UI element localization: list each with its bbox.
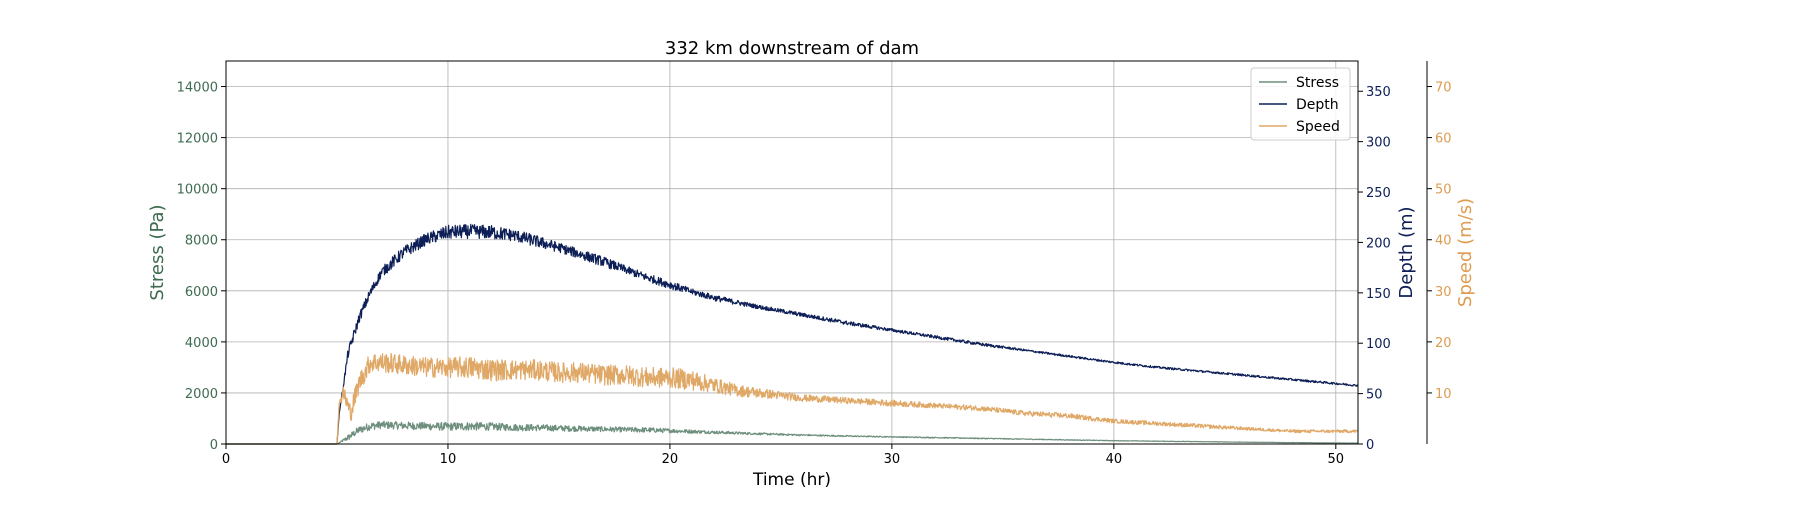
chart-title: 332 km downstream of dam <box>665 38 919 59</box>
legend-label-stress: Stress <box>1296 75 1339 91</box>
legend-label-speed: Speed <box>1296 119 1340 135</box>
stress-tick-label: 12000 <box>177 132 218 147</box>
speed-tick-label: 70 <box>1435 81 1452 96</box>
x-tick-label: 10 <box>440 452 457 467</box>
legend-label-depth: Depth <box>1296 97 1339 113</box>
speed-axis-label: Speed (m/s) <box>1455 198 1476 307</box>
stress-tick-label: 8000 <box>185 234 218 249</box>
depth-tick-label: 300 <box>1366 136 1391 151</box>
stress-tick-label: 2000 <box>185 387 218 402</box>
stress-tick-label: 4000 <box>185 336 218 351</box>
x-axis-label: Time (hr) <box>752 470 831 490</box>
plot-frame <box>225 60 1359 445</box>
stress-tick-label: 6000 <box>185 285 218 300</box>
x-tick-label: 40 <box>1106 452 1123 467</box>
series-line-speed <box>225 352 1359 445</box>
x-tick-label: 50 <box>1328 452 1345 467</box>
x-tick-label: 0 <box>222 452 230 467</box>
x-tick-label: 20 <box>662 452 679 467</box>
series-group <box>225 223 1359 445</box>
axes: 0 10 20 30 40 5002000400060008000100001200014… <box>147 61 1476 467</box>
speed-tick-label: 20 <box>1435 336 1452 351</box>
speed-tick-label: 30 <box>1435 285 1452 300</box>
speed-tick-label: 40 <box>1435 234 1452 249</box>
legend-box <box>1250 67 1351 141</box>
speed-tick-label: 50 <box>1435 183 1452 198</box>
legend: Stress Depth Speed <box>1250 67 1351 141</box>
stress-axis-label: Stress (Pa) <box>147 204 168 300</box>
depth-tick-label: 100 <box>1366 337 1391 352</box>
depth-tick-label: 150 <box>1366 287 1391 302</box>
depth-tick-label: 250 <box>1366 186 1391 201</box>
depth-tick-label: 0 <box>1366 438 1374 453</box>
stress-tick-label: 10000 <box>177 183 218 198</box>
speed-tick-label: 10 <box>1435 387 1452 402</box>
grid <box>225 61 1358 445</box>
series-line-depth <box>225 223 1359 445</box>
stress-tick-label: 14000 <box>177 81 218 96</box>
series-line-stress <box>225 420 1359 445</box>
stress-tick-label: 0 <box>210 438 218 453</box>
x-tick-label: 30 <box>884 452 901 467</box>
depth-axis-label: Depth (m) <box>1396 206 1417 298</box>
depth-tick-label: 200 <box>1366 236 1391 251</box>
depth-tick-label: 350 <box>1366 85 1391 100</box>
depth-tick-label: 50 <box>1366 388 1383 403</box>
speed-tick-label: 60 <box>1435 132 1452 147</box>
